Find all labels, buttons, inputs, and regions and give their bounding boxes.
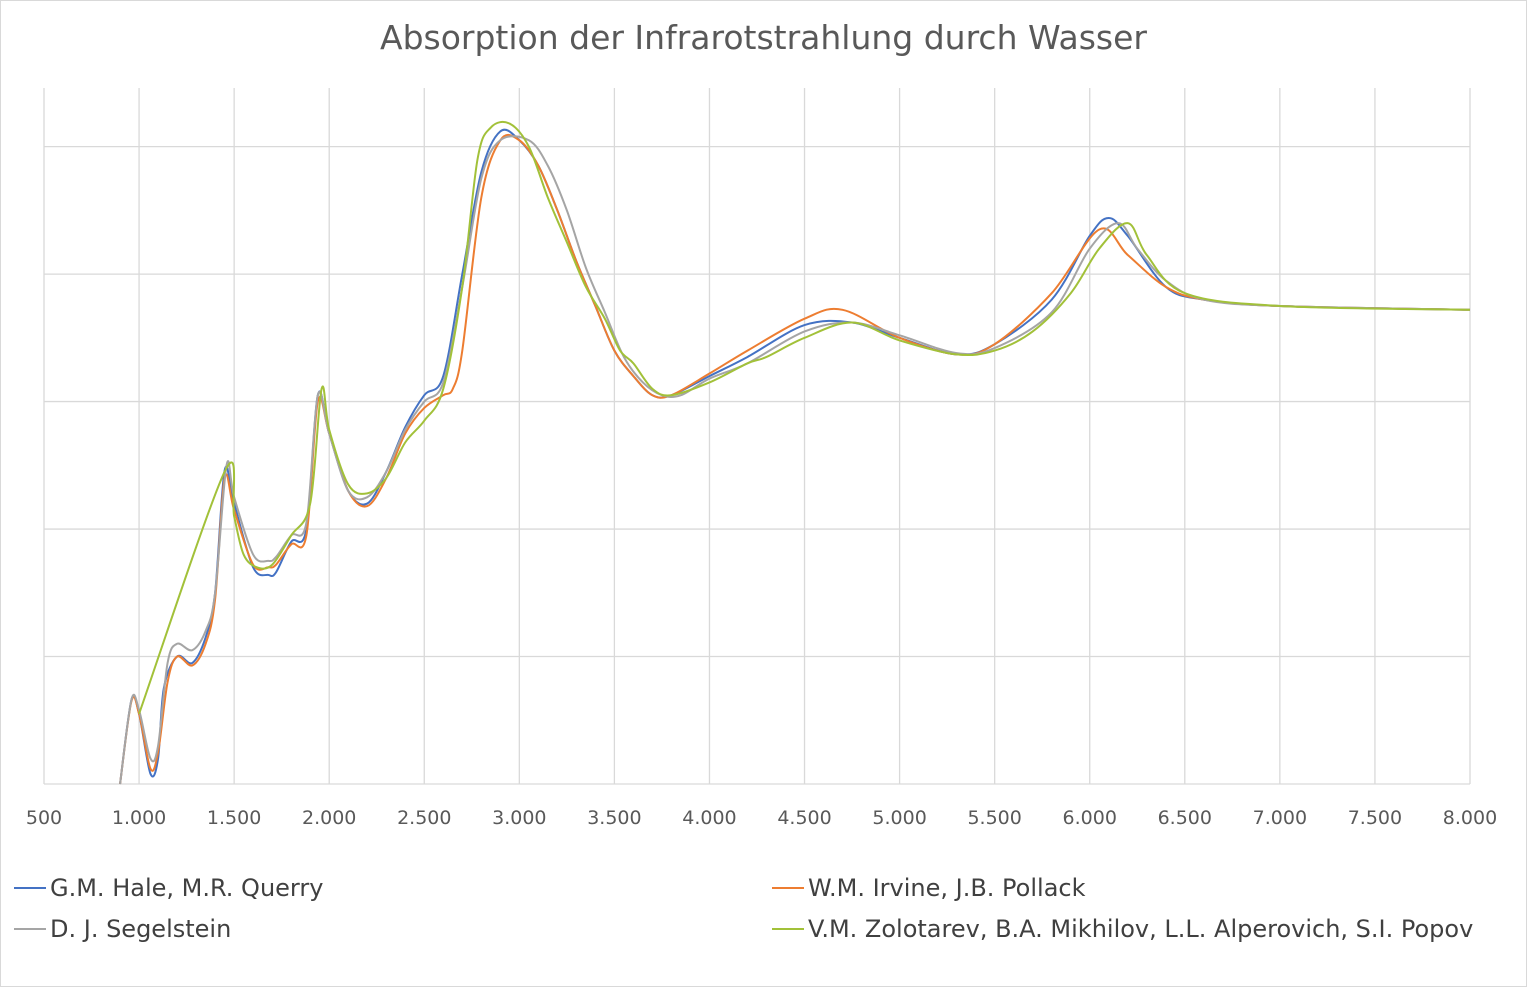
legend-label: D. J. Segelstein [50,915,232,943]
x-tick-label: 7.500 [1348,807,1402,829]
x-tick-label: 3.000 [492,807,546,829]
x-tick-label: 5.000 [872,807,926,829]
chart-title: Absorption der Infrarotstrahlung durch W… [380,18,1147,57]
legend-swatch [14,887,46,889]
x-tick-label: 6.500 [1158,807,1212,829]
legend-item: W.M. Irvine, J.B. Pollack [772,874,1086,902]
legend-swatch [772,928,804,930]
series-line-popov [138,120,1471,715]
x-tick-label: 5.500 [967,807,1021,829]
legend-label: G.M. Hale, M.R. Querry [50,874,324,902]
legend-item: D. J. Segelstein [14,915,231,943]
x-tick-label: 1.000 [112,807,166,829]
x-tick-label: 2.500 [397,807,451,829]
x-tick-label: 6.000 [1063,807,1117,829]
series-line-segelstein [119,135,1471,785]
legend-item: G.M. Hale, M.R. Querry [14,874,323,902]
legend-swatch [772,887,804,889]
x-tick-label: 1.500 [207,807,261,829]
legend-swatch [14,928,46,930]
x-tick-label: 4.500 [777,807,831,829]
series-line-pollack [119,133,1471,785]
x-tick-label: 3.500 [587,807,641,829]
legend-label: W.M. Irvine, J.B. Pollack [808,874,1086,902]
series-line-querry [119,128,1471,785]
x-tick-label: 4.000 [682,807,736,829]
legend-item: V.M. Zolotarev, B.A. Mikhilov, L.L. Alpe… [772,915,1473,943]
legend-label: V.M. Zolotarev, B.A. Mikhilov, L.L. Alpe… [808,915,1474,943]
x-tick-label: 8.000 [1443,807,1497,829]
x-tick-label: 7.000 [1253,807,1307,829]
x-tick-label: 2.000 [302,807,356,829]
x-tick-label: 500 [26,807,62,829]
